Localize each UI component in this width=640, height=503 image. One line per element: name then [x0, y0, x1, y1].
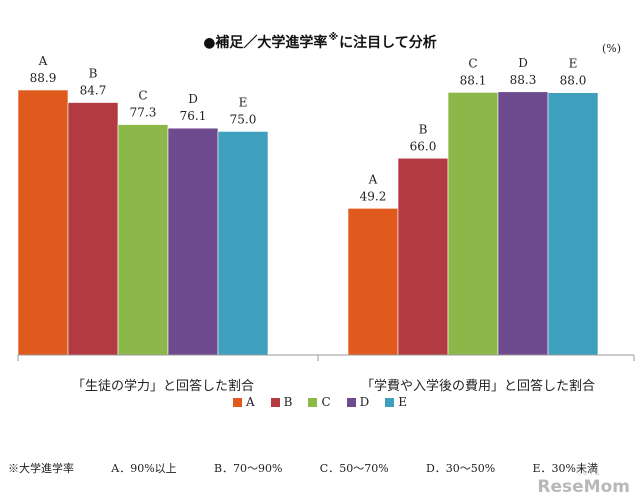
- legend-label-a: A: [245, 395, 255, 409]
- legend-swatch-d: [346, 397, 356, 407]
- footnote-item-d: D．30～50%: [425, 462, 496, 475]
- legend-item-c: C: [308, 395, 331, 409]
- legend-label-e: E: [398, 395, 408, 409]
- legend-label-b: B: [283, 395, 293, 409]
- legend-swatch-c: [308, 397, 318, 407]
- bar-series-label-c-group-1: C: [138, 89, 147, 103]
- legend-item-a: A: [232, 395, 255, 409]
- bar-value-label-a-group-2: 49.2: [360, 189, 387, 203]
- bar-series-label-c-group-2: C: [468, 56, 477, 70]
- bar-e-group-2: [547, 92, 599, 356]
- bar-series-label-b-group-1: B: [89, 67, 98, 81]
- bar-value-label-b-group-2: 66.0: [410, 139, 437, 153]
- footnote-prefix: ※大学進学率: [8, 462, 74, 475]
- legend-item-b: B: [270, 395, 293, 409]
- bars-layer: [17, 89, 599, 356]
- footnote-item-a: A．90%以上: [111, 462, 177, 475]
- bar-value-label-d-group-2: 88.3: [510, 73, 537, 87]
- watermark-subtext: リセマム: [575, 470, 600, 477]
- bar-value-label-d-group-1: 76.1: [180, 109, 207, 123]
- data-labels-layer: A 88.9 B 84.7 C 77.3 D 76.1 E 75.0 A 49.2 B 66.0 C 88.1…: [30, 54, 587, 203]
- bar-d-group-1: [167, 127, 219, 356]
- footnote: ※大学進学率 A．90%以上 B．70～90% C．50～70% D．30～50…: [8, 460, 598, 476]
- footnote-item-b: B．70～90%: [213, 462, 283, 475]
- category-label-tuition-cost: 「学費や入学後の費用」と回答した割合: [360, 379, 595, 394]
- bar-c-group-2: [447, 92, 499, 356]
- bar-value-label-e-group-2: 88.0: [560, 74, 587, 88]
- bar-c-group-1: [117, 124, 169, 356]
- legend: A B C D E: [0, 395, 640, 410]
- category-label-academic-ability: 「生徒の学力」と回答した割合: [71, 379, 254, 394]
- bar-a-group-1: [17, 89, 69, 356]
- legend-swatch-e: [385, 397, 395, 407]
- watermark-logo: ReseMom: [537, 477, 630, 497]
- bar-value-label-b-group-1: 84.7: [80, 84, 107, 98]
- bar-series-label-a-group-1: A: [38, 54, 48, 68]
- legend-label-d: D: [359, 395, 370, 409]
- chart-title-footnote-mark: ※: [328, 32, 339, 43]
- legend-item-d: D: [346, 395, 370, 409]
- bar-series-label-b-group-2: B: [419, 122, 428, 136]
- bar-e-group-1: [217, 131, 269, 356]
- bar-series-label-a-group-2: A: [368, 172, 378, 186]
- unit-label: (%): [602, 42, 622, 55]
- bar-value-label-c-group-1: 77.3: [130, 106, 157, 120]
- bar-series-label-d-group-2: D: [518, 56, 528, 70]
- bar-series-label-e-group-1: E: [239, 95, 248, 109]
- bar-series-label-e-group-2: E: [569, 57, 578, 71]
- legend-swatch-b: [270, 397, 280, 407]
- footnote-item-e: E．30%未満: [532, 462, 598, 475]
- chart-title-text: ●補足／大学進学率: [203, 35, 328, 51]
- chart-title: ●補足／大学進学率※に注目して分析: [0, 32, 640, 52]
- bar-b-group-1: [67, 102, 119, 356]
- bar-d-group-2: [497, 91, 549, 356]
- footnote-item-c: C．50～70%: [319, 462, 389, 475]
- bar-a-group-2: [347, 208, 399, 356]
- legend-item-e: E: [385, 395, 407, 409]
- bar-value-label-e-group-1: 75.0: [230, 112, 257, 126]
- chart-title-text-suffix: に注目して分析: [339, 35, 437, 51]
- bar-value-label-c-group-2: 88.1: [460, 73, 487, 87]
- bar-series-label-d-group-1: D: [188, 92, 198, 106]
- legend-label-c: C: [321, 395, 331, 409]
- bar-b-group-2: [397, 157, 449, 356]
- legend-swatch-a: [232, 397, 242, 407]
- bar-value-label-a-group-1: 88.9: [30, 71, 57, 85]
